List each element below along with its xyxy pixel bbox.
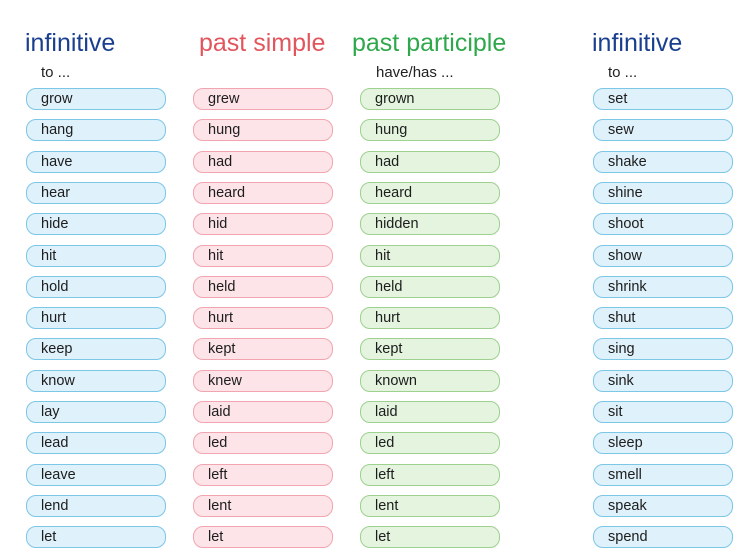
past-simple-word: hit <box>193 244 333 267</box>
infinitive-word: have <box>26 150 166 173</box>
infinitive-word: hit <box>26 244 166 267</box>
past-simple-word: hid <box>193 213 333 236</box>
header-infinitive: infinitive <box>25 29 116 57</box>
past-participle-word: had <box>360 150 500 173</box>
past-participle-word: kept <box>360 338 500 361</box>
infinitive-word: know <box>26 369 166 392</box>
past-participle-word: hung <box>360 119 500 142</box>
past-simple-word: hung <box>193 119 333 142</box>
infinitive-word: hide <box>26 213 166 236</box>
subheader-have-has: have/has ... <box>376 64 454 81</box>
past-simple-word: kept <box>193 338 333 361</box>
infinitive-word: sing <box>593 338 733 361</box>
past-simple-word: lent <box>193 494 333 517</box>
infinitive-word: lay <box>26 401 166 423</box>
infinitive-word: spend <box>593 526 733 549</box>
past-participle-word: lent <box>360 494 500 517</box>
infinitive-word: hear <box>26 181 166 204</box>
infinitive-word: sit <box>593 401 733 423</box>
infinitive-word: hold <box>26 275 166 298</box>
infinitive-word: let <box>26 526 166 549</box>
infinitive-word: sew <box>593 119 733 142</box>
past-participle-word: known <box>360 369 500 392</box>
past-simple-word: let <box>193 526 333 549</box>
past-simple-word: knew <box>193 369 333 392</box>
past-simple-word: laid <box>193 401 333 423</box>
past-participle-word: laid <box>360 401 500 423</box>
infinitive-word: set <box>593 88 733 110</box>
past-participle-word: led <box>360 432 500 455</box>
infinitive-word: shake <box>593 150 733 173</box>
infinitive-word: lend <box>26 494 166 517</box>
infinitive-word: lead <box>26 432 166 455</box>
infinitive-word: speak <box>593 494 733 517</box>
past-participle-word: hit <box>360 244 500 267</box>
past-simple-word: left <box>193 463 333 486</box>
past-participle-word: held <box>360 275 500 298</box>
past-participle-word: left <box>360 463 500 486</box>
infinitive-word: shoot <box>593 213 733 236</box>
past-participle-word: grown <box>360 88 500 110</box>
infinitive-word: sleep <box>593 432 733 455</box>
infinitive-word: show <box>593 244 733 267</box>
infinitive-word: shut <box>593 307 733 330</box>
past-participle-word: hurt <box>360 307 500 330</box>
past-simple-word: held <box>193 275 333 298</box>
header-past-participle: past participle <box>352 29 507 57</box>
subheader-to-2: to ... <box>608 64 638 81</box>
infinitive-word: hurt <box>26 307 166 330</box>
past-participle-word: heard <box>360 181 500 204</box>
infinitive-word: leave <box>26 463 166 486</box>
past-participle-word: hidden <box>360 213 500 236</box>
past-simple-word: grew <box>193 88 333 110</box>
past-simple-word: heard <box>193 181 333 204</box>
infinitive-word: smell <box>593 463 733 486</box>
past-simple-word: hurt <box>193 307 333 330</box>
past-participle-word: let <box>360 526 500 549</box>
subheader-to: to ... <box>41 64 71 81</box>
header-past-simple: past simple <box>199 29 326 57</box>
infinitive-word: hang <box>26 119 166 142</box>
infinitive-word: shrink <box>593 275 733 298</box>
header-infinitive-2: infinitive <box>592 29 683 57</box>
infinitive-word: shine <box>593 181 733 204</box>
infinitive-word: grow <box>26 88 166 110</box>
infinitive-word: keep <box>26 338 166 361</box>
past-simple-word: had <box>193 150 333 173</box>
infinitive-word: sink <box>593 369 733 392</box>
past-simple-word: led <box>193 432 333 455</box>
